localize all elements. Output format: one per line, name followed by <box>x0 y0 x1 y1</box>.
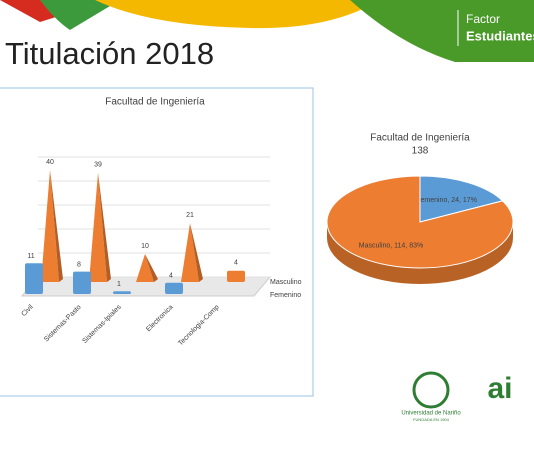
header-band <box>350 0 534 62</box>
chart-title: Facultad de Ingeniería <box>370 133 470 144</box>
bar-side <box>145 254 158 282</box>
data-label: 40 <box>46 159 54 166</box>
bar <box>227 270 245 282</box>
bar <box>113 291 131 294</box>
pie-depth <box>327 222 513 284</box>
bar <box>181 223 199 282</box>
brand: Factor <box>466 12 500 26</box>
bar <box>136 254 154 282</box>
data-label: Masculino, 114, 83% <box>359 242 423 249</box>
legend-label: Femenino <box>270 292 301 299</box>
bar-side <box>98 172 111 282</box>
data-label: 10 <box>141 243 149 250</box>
data-label: 4 <box>234 260 238 267</box>
chart-title: Facultad de Ingeniería <box>105 97 205 108</box>
data-label: 8 <box>77 261 81 268</box>
pie-slice <box>326 175 514 269</box>
bar-side <box>190 223 203 282</box>
ai-logo: ai <box>487 372 512 405</box>
logo-text: Universidad de Nariño <box>401 411 461 417</box>
data-label: 21 <box>186 212 194 219</box>
data-label: 1 <box>117 281 121 288</box>
chart-subtitle: 138 <box>412 146 429 157</box>
data-label: 11 <box>27 253 34 260</box>
data-label: 39 <box>94 162 102 169</box>
logo-text: FUNDADA EN 1904 <box>413 417 450 422</box>
header-swoosh <box>40 0 120 30</box>
pie-chart: Facultad de Ingeniería 138 Femenino, 24, 1… <box>326 133 514 284</box>
brand: Estudiantes <box>466 28 534 43</box>
bar <box>165 282 183 294</box>
bar <box>25 263 43 294</box>
data-label: 4 <box>169 273 173 280</box>
bar <box>89 172 107 282</box>
legend-label: Masculino <box>270 279 302 286</box>
bar <box>73 271 91 294</box>
header-swoosh <box>95 0 380 29</box>
university-seal <box>412 371 450 409</box>
bar <box>41 170 59 282</box>
bar-side <box>50 170 63 282</box>
pie-slice <box>419 175 504 223</box>
slide-title: Titulación 2018 <box>5 36 214 71</box>
data-label: Femenino, 24, 17% <box>416 197 477 204</box>
